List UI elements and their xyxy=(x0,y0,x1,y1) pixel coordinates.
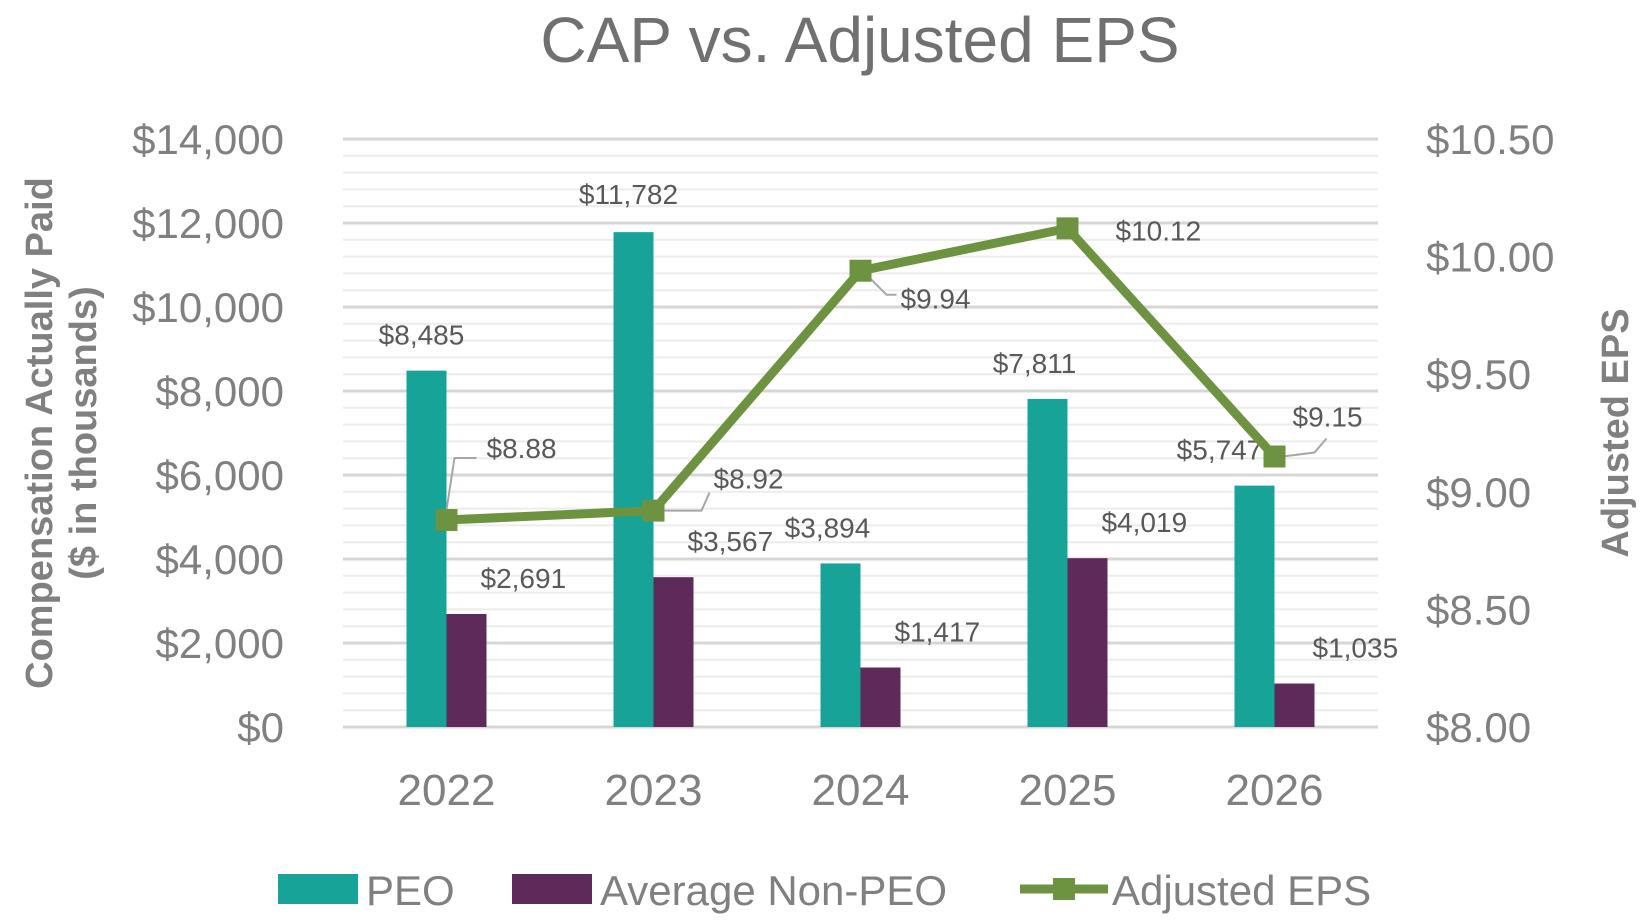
gridlines xyxy=(343,137,1378,729)
bar-label-peo: $11,782 xyxy=(579,179,678,210)
bar-non-peo xyxy=(1274,683,1315,727)
y2-tick-label: $10.50 xyxy=(1426,116,1554,163)
chart-title: CAP vs. Adjusted EPS xyxy=(540,4,1179,76)
x-tick-label: 2026 xyxy=(1226,766,1324,815)
y-tick-label: $12,000 xyxy=(132,200,284,247)
legend-swatch-eps-marker xyxy=(1053,878,1075,900)
y2-axis-label: Adjusted EPS xyxy=(1595,308,1637,557)
eps-label: $9.15 xyxy=(1293,402,1363,433)
bar-peo xyxy=(406,370,447,727)
bar-label-peo: $7,811 xyxy=(993,348,1077,379)
bar-label-peo: $8,485 xyxy=(379,320,465,351)
x-tick-label: 2025 xyxy=(1019,766,1117,815)
bar-peo xyxy=(820,563,861,727)
legend-swatch-peo xyxy=(278,874,358,904)
y-tick-label: $4,000 xyxy=(156,536,284,583)
bar-non-peo xyxy=(653,577,694,727)
bar-label-peo: $5,747 xyxy=(1177,435,1263,466)
bar-peo xyxy=(1027,398,1068,727)
y-tick-label: $8,000 xyxy=(156,368,284,415)
bar-non-peo xyxy=(860,667,901,727)
bar-non-peo xyxy=(1067,558,1108,727)
y-axis-label-line2: ($ in thousands) xyxy=(63,286,105,579)
bar-label-non-peo: $3,567 xyxy=(688,526,774,557)
y-axis-label-line1: Compensation Actually Paid xyxy=(19,177,61,689)
y2-tick-label: $8.00 xyxy=(1426,704,1531,751)
legend-label-non-peo: Average Non-PEO xyxy=(600,867,947,914)
eps-marker xyxy=(849,259,872,282)
y2-tick-label: $9.00 xyxy=(1426,469,1531,516)
x-tick-label: 2023 xyxy=(605,766,703,815)
legend: PEO Average Non-PEO Adjusted EPS xyxy=(278,867,1371,914)
x-axis-ticks: 2022 2023 2024 2025 2026 xyxy=(398,766,1324,815)
bar-label-non-peo: $1,417 xyxy=(895,616,981,647)
bars xyxy=(406,232,1315,727)
eps-marker xyxy=(435,509,458,532)
bar-labels: $8,485 $11,782 $3,894 $7,811 $5,747 $2,691 $3,… xyxy=(379,179,1398,663)
y-tick-label: $6,000 xyxy=(156,452,284,499)
y-tick-label: $10,000 xyxy=(132,284,284,331)
bar-peo xyxy=(613,232,654,727)
y-tick-label: $0 xyxy=(237,704,284,751)
eps-marker xyxy=(1263,445,1286,468)
y2-axis-ticks: $8.00 $8.50 $9.00 $9.50 $10.00 $10.50 xyxy=(1426,116,1554,751)
legend-swatch-non-peo xyxy=(512,874,592,904)
bar-non-peo xyxy=(446,613,487,727)
eps-label: $10.12 xyxy=(1116,215,1202,246)
eps-line: $8.88 $8.92 $9.94 $10.12 $9.15 xyxy=(435,215,1363,532)
bar-label-non-peo: $4,019 xyxy=(1102,507,1188,538)
y-axis-ticks: $0 $2,000 $4,000 $6,000 $8,000 $10,000 $12,000… xyxy=(132,116,284,751)
x-tick-label: 2022 xyxy=(398,766,496,815)
legend-label-peo: PEO xyxy=(366,867,455,914)
eps-label: $8.92 xyxy=(714,464,784,495)
eps-label: $9.94 xyxy=(901,284,971,315)
bar-label-peo: $3,894 xyxy=(785,512,871,543)
legend-label-eps: Adjusted EPS xyxy=(1112,867,1371,914)
eps-label: $8.88 xyxy=(487,433,557,464)
x-tick-label: 2024 xyxy=(812,766,910,815)
y-tick-label: $14,000 xyxy=(132,116,284,163)
y2-tick-label: $10.00 xyxy=(1426,234,1554,281)
eps-marker xyxy=(1056,217,1079,240)
bar-label-non-peo: $2,691 xyxy=(481,563,567,594)
y2-tick-label: $8.50 xyxy=(1426,586,1531,633)
bar-label-non-peo: $1,035 xyxy=(1313,633,1399,664)
eps-marker xyxy=(642,499,665,522)
bar-peo xyxy=(1234,485,1275,727)
y-tick-label: $2,000 xyxy=(156,620,284,667)
y2-tick-label: $9.50 xyxy=(1426,351,1531,398)
